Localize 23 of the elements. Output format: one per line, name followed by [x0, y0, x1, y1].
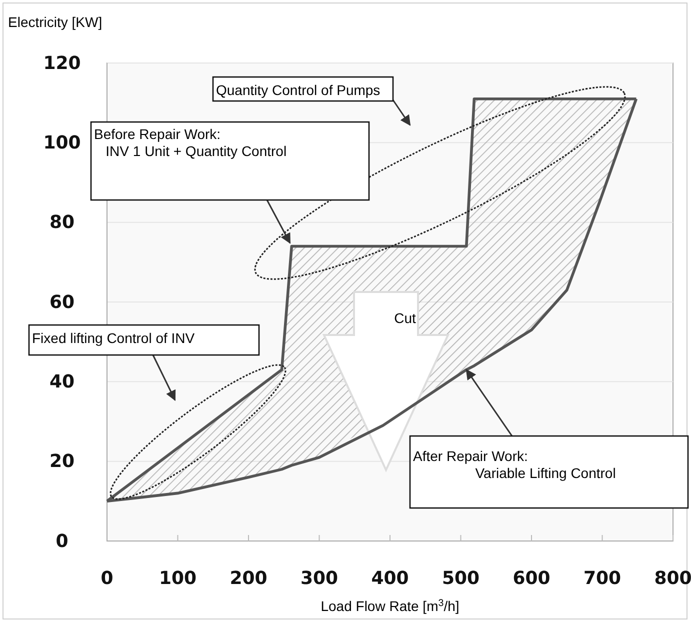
y-tick-label: 80 — [49, 212, 75, 234]
x-tick-label: 100 — [158, 568, 197, 589]
annotation: Fixed lifting Control of INV — [32, 330, 196, 346]
x-tick-label: 500 — [442, 568, 480, 589]
x-tick-label: 300 — [300, 568, 338, 589]
y-tick-label: 100 — [43, 132, 81, 154]
x-tick-label: 700 — [583, 568, 622, 589]
x-tick-label: 400 — [371, 568, 409, 589]
x-tick-label: 600 — [512, 568, 550, 589]
annotation: Quantity Control of Pumps — [216, 82, 380, 98]
y-tick-label: 20 — [49, 451, 75, 472]
annotation: After Repair Work: Variable Lifting Control — [413, 448, 616, 481]
x-tick-label: 200 — [230, 568, 268, 589]
annotation: Cut — [394, 310, 416, 326]
x-axis-title: Load Flow Rate [m$^{3}$/h] — [320, 598, 460, 614]
y-tick-label: 40 — [49, 371, 75, 392]
x-tick-label: 800 — [654, 568, 691, 589]
y-tick-label: 0 — [56, 530, 68, 552]
y-tick-label: 60 — [49, 292, 75, 313]
y-axis-title: Electricity [KW] — [8, 14, 102, 30]
y-tick-label: 120 — [43, 52, 81, 74]
x-tick-label: 0 — [100, 568, 114, 589]
annotation: Before Repair Work: INV 1 Unit + Quantity Control — [94, 126, 287, 159]
